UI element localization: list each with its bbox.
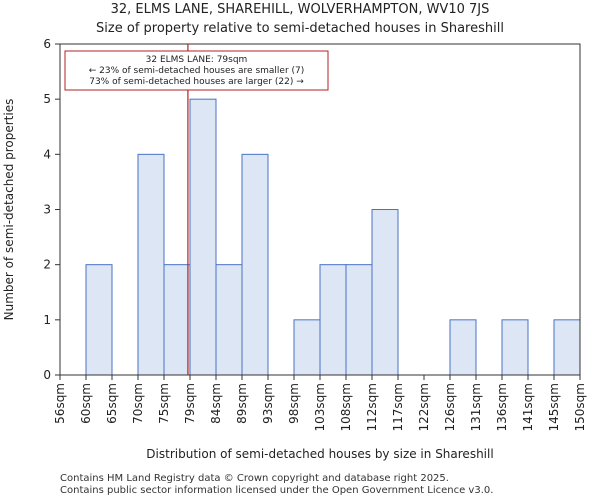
- y-tick-label: 3: [43, 203, 51, 217]
- histogram-bar: [137, 153, 165, 376]
- histogram-bar: [189, 98, 217, 376]
- y-tick-label: 2: [43, 258, 51, 272]
- chart-title: 32, ELMS LANE, SHAREHILL, WOLVERHAMPTON,…: [110, 2, 490, 17]
- histogram-bar: [85, 264, 113, 376]
- x-tick-label: 150sqm: [573, 383, 587, 431]
- y-tick-label: 0: [43, 368, 51, 382]
- histogram-bar: [293, 319, 321, 376]
- x-tick-label: 108sqm: [339, 383, 353, 431]
- histogram-bar: [163, 264, 191, 376]
- footer-line-1: Contains HM Land Registry data © Crown c…: [60, 473, 449, 484]
- x-axis-label: Distribution of semi-detached houses by …: [146, 447, 493, 461]
- y-tick-label: 5: [43, 92, 51, 106]
- x-tick-label: 89sqm: [235, 383, 249, 424]
- x-tick-label: 75sqm: [157, 383, 171, 424]
- annotation-line: 73% of semi-detached houses are larger (…: [89, 77, 304, 87]
- histogram-bar: [553, 319, 581, 376]
- x-tick-label: 84sqm: [209, 383, 223, 424]
- x-tick-label: 141sqm: [521, 383, 535, 431]
- x-tick-label: 65sqm: [105, 383, 119, 424]
- x-tick-label: 70sqm: [131, 383, 145, 424]
- x-tick-label: 79sqm: [183, 383, 197, 424]
- y-axis-label: Number of semi-detached properties: [2, 99, 16, 321]
- histogram-bar: [449, 319, 477, 376]
- histogram-bar: [215, 264, 243, 376]
- x-tick-label: 98sqm: [287, 383, 301, 424]
- histogram-bar: [241, 153, 269, 376]
- x-tick-label: 60sqm: [79, 383, 93, 424]
- annotation-box: [64, 50, 329, 91]
- x-tick-label: 112sqm: [365, 383, 379, 431]
- x-tick-label: 131sqm: [469, 383, 483, 431]
- histogram-bar: [371, 209, 399, 376]
- x-tick-label: 117sqm: [391, 383, 405, 431]
- y-tick-label: 6: [43, 37, 51, 51]
- chart-subtitle: Size of property relative to semi-detach…: [96, 21, 504, 36]
- x-tick-label: 145sqm: [547, 383, 561, 431]
- x-tick-label: 56sqm: [53, 383, 67, 424]
- x-tick-label: 93sqm: [261, 383, 275, 424]
- x-tick-label: 136sqm: [495, 383, 509, 431]
- x-tick-label: 103sqm: [313, 383, 327, 431]
- histogram-bar: [501, 319, 529, 376]
- y-tick-label: 4: [43, 147, 51, 161]
- annotation-line: ← 23% of semi-detached houses are smalle…: [89, 66, 305, 76]
- footer-line-2: Contains public sector information licen…: [60, 485, 494, 496]
- histogram-bar: [345, 264, 373, 376]
- histogram-bar: [319, 264, 347, 376]
- annotation-title: 32 ELMS LANE: 79sqm: [146, 55, 248, 65]
- x-tick-label: 122sqm: [417, 383, 431, 431]
- y-tick-label: 1: [43, 313, 51, 327]
- x-tick-label: 126sqm: [443, 383, 457, 431]
